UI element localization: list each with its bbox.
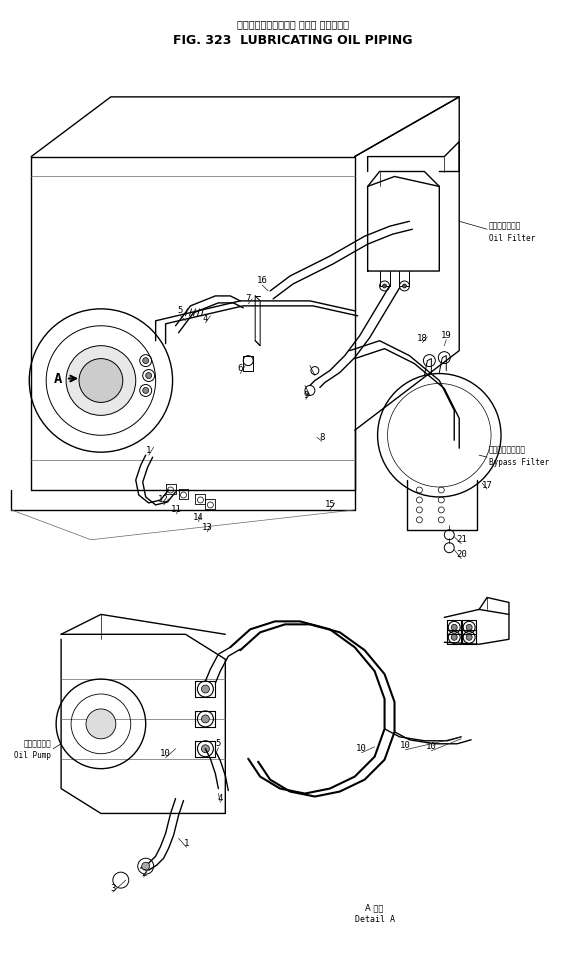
Text: 10: 10 — [356, 744, 367, 754]
Text: 14: 14 — [193, 514, 204, 523]
Circle shape — [451, 624, 457, 630]
Circle shape — [143, 358, 149, 364]
Text: オイルポンプ: オイルポンプ — [23, 739, 51, 748]
Text: 10: 10 — [400, 741, 411, 751]
Circle shape — [146, 372, 152, 378]
Circle shape — [66, 346, 136, 415]
Circle shape — [466, 624, 472, 630]
Text: 11: 11 — [171, 505, 182, 515]
Circle shape — [202, 745, 209, 753]
Circle shape — [403, 284, 407, 288]
Text: 8: 8 — [319, 433, 325, 442]
Text: 3: 3 — [110, 883, 115, 892]
Text: 19: 19 — [441, 332, 452, 340]
Text: 12: 12 — [158, 495, 169, 504]
Text: FIG. 323  LUBRICATING OIL PIPING: FIG. 323 LUBRICATING OIL PIPING — [173, 33, 413, 47]
Text: 10: 10 — [160, 749, 171, 759]
Text: A: A — [54, 371, 62, 385]
Circle shape — [142, 862, 149, 870]
Text: 10: 10 — [426, 742, 437, 752]
Text: 17: 17 — [482, 481, 492, 489]
Text: 1: 1 — [184, 838, 189, 848]
Text: 20: 20 — [456, 550, 466, 560]
Circle shape — [79, 359, 123, 403]
Text: 18: 18 — [417, 334, 428, 343]
Text: 16: 16 — [257, 277, 268, 286]
Circle shape — [202, 685, 209, 693]
Text: 9: 9 — [303, 391, 309, 400]
Circle shape — [451, 635, 457, 641]
Text: 2: 2 — [141, 869, 146, 878]
Text: バイパスフィルタ: バイパスフィルタ — [489, 446, 526, 454]
Text: 21: 21 — [456, 535, 466, 544]
Text: オイルフィルタ: オイルフィルタ — [489, 221, 522, 231]
Text: ルーブリケーティング オイル パイピング: ルーブリケーティング オイル パイピング — [237, 20, 349, 29]
Text: 4: 4 — [217, 794, 223, 803]
Text: 6: 6 — [237, 364, 243, 373]
Text: A 詳細: A 詳細 — [366, 904, 384, 913]
Circle shape — [86, 709, 116, 739]
Circle shape — [383, 284, 387, 288]
Text: 13: 13 — [202, 524, 213, 532]
Text: Oil Pump: Oil Pump — [14, 751, 51, 760]
Text: Detail A: Detail A — [355, 916, 394, 924]
Text: Oil Filter: Oil Filter — [489, 234, 536, 243]
Circle shape — [466, 635, 472, 641]
Text: 15: 15 — [325, 500, 335, 509]
Text: Bypass Filter: Bypass Filter — [489, 457, 549, 467]
Circle shape — [143, 387, 149, 394]
Circle shape — [202, 715, 209, 722]
Text: 4: 4 — [203, 314, 208, 324]
Text: 1: 1 — [146, 446, 151, 454]
Text: 5: 5 — [216, 739, 221, 748]
Text: 7: 7 — [246, 294, 251, 303]
Text: 5: 5 — [178, 306, 183, 315]
